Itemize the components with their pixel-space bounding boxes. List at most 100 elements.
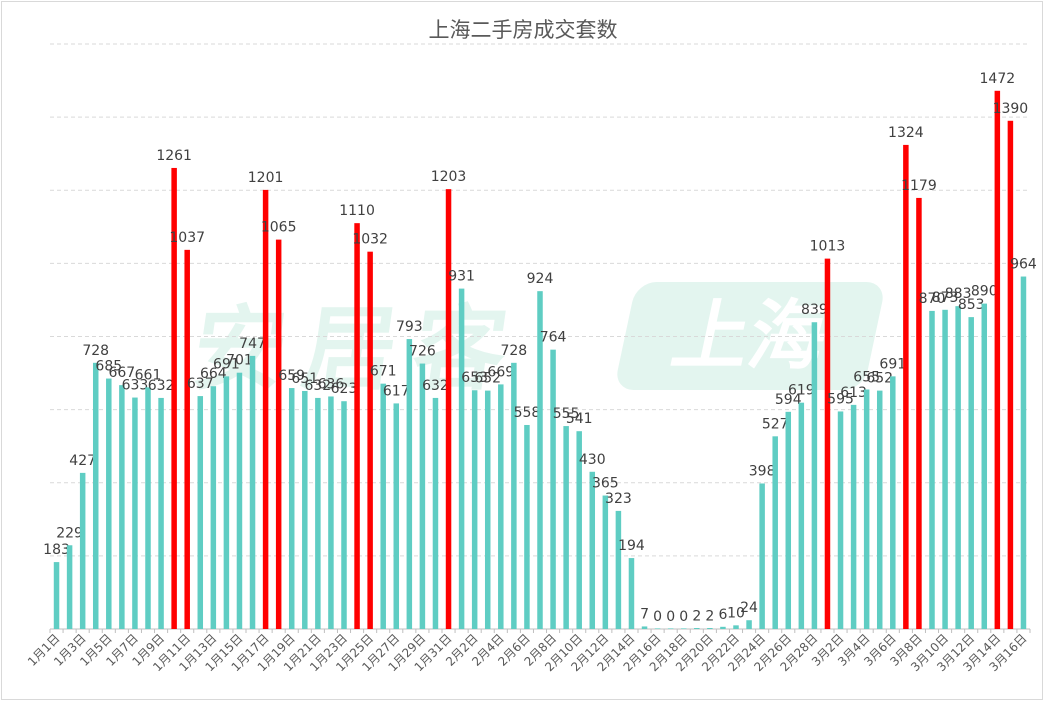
data-label: 430 (579, 452, 606, 468)
data-label: 2 (692, 608, 701, 624)
bar (393, 403, 400, 629)
bar (92, 362, 99, 629)
data-label: 613 (840, 385, 867, 401)
data-label: 323 (605, 491, 632, 507)
data-label: 728 (82, 343, 109, 359)
bar (615, 510, 622, 629)
bar (223, 376, 230, 629)
bar (432, 397, 439, 629)
data-label: 853 (958, 297, 985, 313)
bar (66, 545, 73, 629)
bar (354, 223, 360, 629)
bar (994, 90, 1001, 630)
data-label: 1065 (261, 220, 297, 236)
data-label: 701 (226, 353, 253, 369)
bar (707, 628, 713, 629)
data-label: 623 (331, 381, 358, 397)
bar (367, 251, 373, 630)
bar (119, 385, 125, 629)
data-label: 7 (640, 606, 649, 622)
data-label: 636 (318, 376, 345, 392)
data-label: 365 (592, 476, 619, 492)
bar (903, 144, 909, 629)
data-label: 883 (945, 286, 972, 302)
bar (955, 306, 961, 629)
bar (79, 472, 86, 629)
data-label: 633 (122, 378, 149, 394)
bar (380, 383, 386, 629)
bar (628, 558, 635, 629)
bar (53, 562, 60, 629)
bar (106, 378, 112, 629)
data-label: 637 (187, 376, 214, 392)
data-label: 1261 (156, 148, 192, 164)
bar (275, 239, 282, 629)
data-label: 659 (278, 368, 305, 384)
data-label: 1037 (169, 230, 205, 246)
bar (419, 363, 426, 629)
bar (524, 424, 530, 629)
bar (720, 626, 726, 629)
data-label: 873 (932, 290, 959, 306)
data-label: 427 (69, 453, 96, 469)
bar (641, 626, 648, 629)
data-label: 183 (43, 542, 70, 558)
bar (733, 625, 739, 629)
data-label: 0 (666, 609, 675, 625)
bar (759, 483, 765, 629)
data-label: 1324 (888, 125, 924, 141)
bar (249, 355, 256, 629)
data-label: 931 (448, 269, 475, 285)
data-label: 728 (500, 343, 527, 359)
data-label: 1032 (352, 232, 388, 248)
data-label: 685 (95, 359, 122, 375)
bar (563, 426, 569, 629)
bar (981, 303, 988, 629)
data-label: 2 (705, 608, 714, 624)
bar (315, 397, 321, 629)
data-label: 652 (474, 371, 501, 387)
bar (916, 197, 922, 629)
data-label: 194 (618, 538, 645, 554)
bar (589, 471, 596, 629)
bar (236, 372, 243, 629)
data-label: 1179 (901, 178, 937, 194)
data-label: 0 (653, 609, 662, 625)
data-label: 726 (409, 344, 436, 360)
data-label: 764 (540, 330, 567, 346)
bar (158, 397, 164, 629)
data-label: 1013 (810, 239, 846, 255)
bar (458, 288, 465, 629)
data-label: 541 (566, 411, 593, 427)
bar (811, 322, 818, 629)
data-label: 870 (919, 291, 946, 307)
data-label: 1203 (431, 169, 467, 185)
bar (602, 495, 609, 629)
data-label: 1201 (248, 170, 284, 186)
bar (968, 317, 974, 629)
data-label: 632 (148, 378, 175, 394)
data-label: 10 (727, 605, 745, 621)
bar (197, 396, 204, 629)
chart-title: 上海二手房成交套数 (428, 18, 618, 42)
bar (537, 291, 543, 629)
bar (824, 258, 831, 629)
data-label: 1110 (339, 203, 375, 219)
bar (1007, 120, 1014, 629)
bar (1020, 276, 1027, 629)
data-label: 6 (718, 607, 727, 623)
bar (328, 396, 334, 629)
bar (942, 309, 948, 629)
bar (171, 167, 177, 629)
bar (785, 411, 792, 629)
bar (302, 390, 308, 629)
bar (484, 390, 491, 629)
bar (772, 436, 778, 629)
data-label: 229 (56, 525, 83, 541)
bar (837, 411, 844, 629)
data-label: 669 (487, 364, 514, 380)
data-label: 661 (135, 367, 162, 383)
data-label: 691 (879, 356, 906, 372)
